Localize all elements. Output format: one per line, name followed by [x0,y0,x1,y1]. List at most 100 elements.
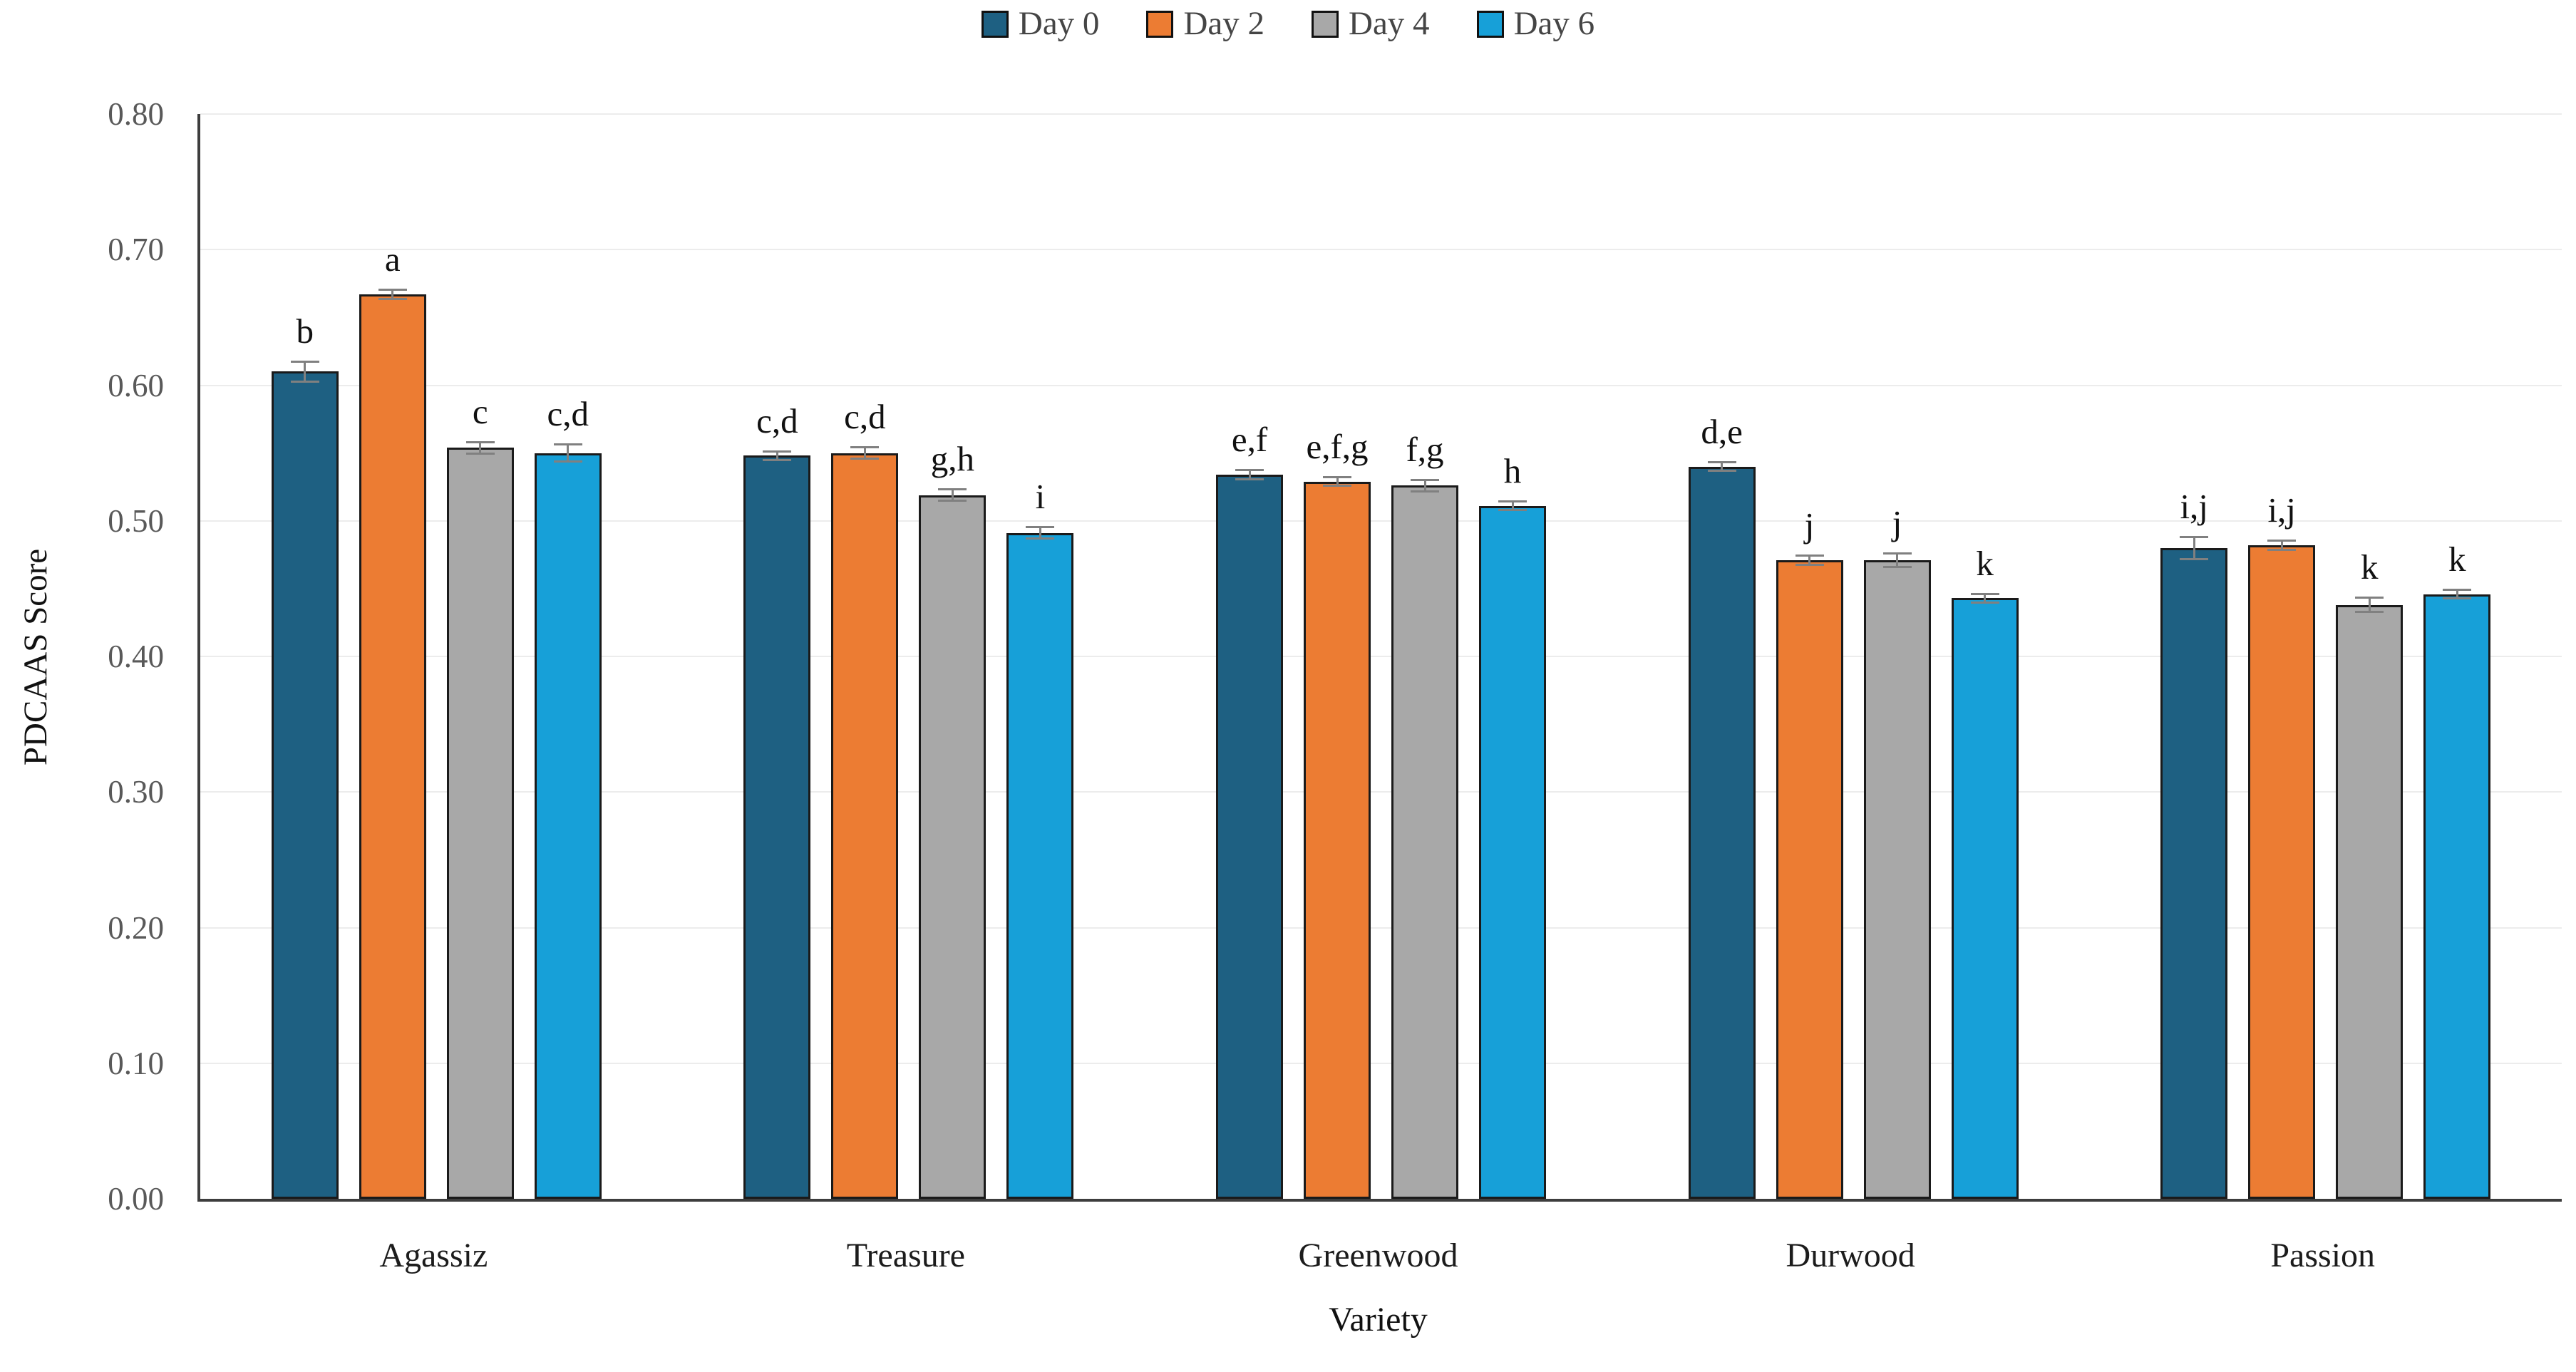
error-bar [951,488,954,502]
error-bar [567,443,570,463]
bar-passion-day-4 [2336,604,2404,1199]
y-tick-label-0.50: 0.50 [108,502,164,539]
error-bar-cap [2443,588,2472,591]
error-bar-cap [1235,469,1264,472]
error-bar [2193,535,2195,560]
bar-greenwood-day-4 [1391,485,1458,1199]
error-bar-cap [1882,566,1912,569]
gridline-0.10 [200,1062,2562,1064]
sig-label-durwood-day-2: j [1804,505,1815,545]
legend-swatch [1476,10,1504,38]
error-bar [776,450,778,462]
error-bar-cap [290,361,319,363]
y-tick-label-0.70: 0.70 [108,232,164,268]
error-bar-cap [1323,475,1351,478]
y-tick-label-0.60: 0.60 [108,367,164,403]
gridline-0.50 [200,520,2562,522]
bar-treasure-day-2 [831,453,899,1199]
error-bar-cap [763,450,792,453]
error-bar-cap [2267,540,2297,542]
error-bar-cap [850,446,880,449]
sig-label-durwood-day-4: j [1892,502,1902,542]
sig-label-agassiz-day-6: c,d [547,394,589,434]
bar-treasure-day-6 [1006,532,1074,1199]
error-bar-cap [1970,592,1999,595]
sig-label-passion-day-2: i,j [2267,490,2296,530]
error-bar-cap [1323,485,1351,488]
gridline-0.30 [200,791,2562,793]
error-bar [304,361,306,383]
sig-label-durwood-day-6: k [1976,543,1994,583]
error-bar-cap [2443,597,2472,600]
error-bar [863,446,866,460]
bar-treasure-day-0 [743,455,811,1199]
error-bar-cap [850,458,880,460]
legend-label: Day 0 [1018,5,1100,42]
legend-item-day-0: Day 0 [981,5,1100,42]
error-bar-cap [2355,597,2384,599]
y-tick-label-0.10: 0.10 [108,1045,164,1081]
error-bar-cap [1411,478,1439,481]
gridline-0.20 [200,927,2562,929]
error-bar [1039,526,1041,540]
plot-area: b a c c,d c,d c,d g,h i e,f e,f,g f,g h d,e j j k i,j i,j… [197,113,2562,1202]
legend-label: Day 4 [1349,5,1430,42]
bar-greenwood-day-0 [1216,475,1283,1199]
error-bar-cap [2355,611,2384,614]
error-bar [2456,588,2458,600]
bar-passion-day-2 [2248,545,2316,1199]
bar-greenwood-day-6 [1479,505,1546,1199]
legend-swatch [1146,10,1174,38]
error-bar [479,440,482,455]
legend-swatch [981,10,1009,38]
x-axis-title: Variety [1329,1301,1428,1339]
error-bar-cap [2180,557,2209,560]
error-bar [1721,461,1724,473]
legend-label: Day 2 [1183,5,1264,42]
sig-label-greenwood-day-2: e,f,g [1306,426,1369,466]
sig-label-treasure-day-6: i [1035,477,1046,517]
sig-label-passion-day-4: k [2360,547,2379,587]
error-bar [391,289,394,300]
chart-legend: Day 0 Day 2 Day 4 Day 6 [0,7,2576,41]
error-bar-cap [763,459,792,462]
error-bar [1896,552,1899,569]
category-label-treasure: Treasure [846,1237,965,1274]
error-bar-cap [553,460,582,463]
sig-label-greenwood-day-0: e,f [1231,420,1268,460]
error-bar-cap [553,443,582,446]
error-bar [1423,478,1426,492]
bar-agassiz-day-4 [446,448,514,1199]
bar-passion-day-0 [2160,547,2228,1199]
error-bar-cap [465,452,495,455]
error-bar-cap [1411,490,1439,492]
error-bar-cap [1026,537,1055,540]
bar-agassiz-day-2 [359,294,426,1199]
error-bar [2368,597,2371,614]
bar-agassiz-day-6 [534,453,602,1199]
gridline-0.60 [200,384,2562,386]
y-tick-label-0.30: 0.30 [108,774,164,810]
error-bar-cap [2267,548,2297,551]
sig-label-greenwood-day-4: f,g [1406,429,1444,469]
sig-label-treasure-day-4: g,h [930,439,975,479]
sig-label-agassiz-day-2: a [384,239,401,279]
bar-durwood-day-2 [1776,559,1843,1199]
error-bar-cap [938,488,967,491]
bar-agassiz-day-0 [271,371,339,1199]
error-bar-cap [2180,535,2209,538]
gridline-0.80 [200,113,2562,115]
sig-label-agassiz-day-0: b [296,311,314,351]
sig-label-durwood-day-0: d,e [1701,412,1743,452]
sig-label-agassiz-day-4: c [472,391,488,431]
category-label-passion: Passion [2270,1237,2376,1274]
legend-item-day-4: Day 4 [1312,7,1430,41]
sig-label-passion-day-6: k [2448,539,2466,579]
error-bar-cap [1498,509,1527,512]
error-bar-cap [1970,601,1999,604]
category-label-agassiz: Agassiz [379,1237,488,1274]
error-bar-cap [465,440,495,443]
error-bar-cap [938,500,967,502]
legend-item-day-6: Day 6 [1476,7,1594,41]
error-bar-cap [378,297,407,300]
